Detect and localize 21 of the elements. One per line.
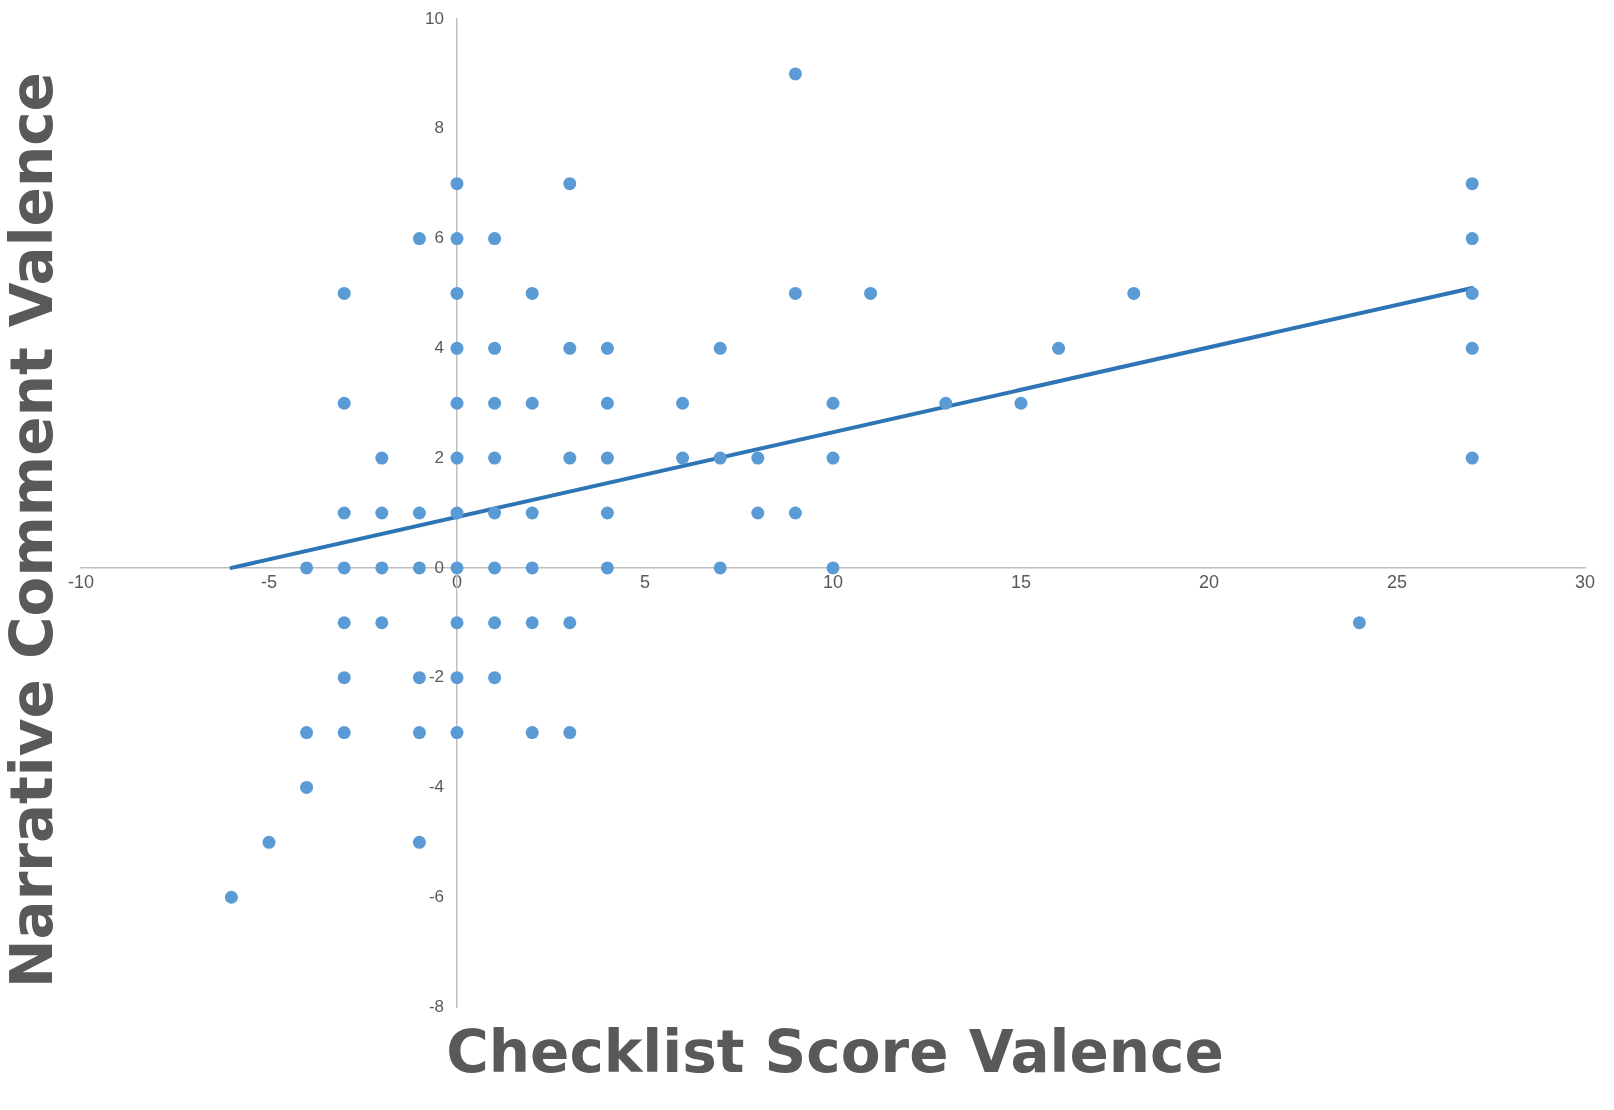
x-tick-label: -5 [260, 571, 278, 592]
y-tick-label: 0 [434, 557, 444, 577]
x-tick-label: 30 [1574, 571, 1596, 592]
y-tick-label: 8 [434, 118, 444, 138]
x-axis-title: Checklist Score Valence [445, 1018, 1225, 1086]
y-tick-label: -4 [428, 777, 444, 797]
x-tick-label: 0 [451, 571, 463, 592]
x-tick-label: 25 [1386, 571, 1408, 592]
y-tick-label: 2 [434, 447, 444, 467]
y-tick-label: -2 [428, 667, 444, 687]
x-tick-label: -10 [67, 571, 95, 592]
x-tick-label: 20 [1198, 571, 1220, 592]
x-tick-label: 15 [1010, 571, 1032, 592]
y-tick-label: -6 [428, 886, 444, 906]
x-tick-label: 5 [639, 571, 651, 592]
y-axis-title: Narrative Comment Valence [0, 72, 66, 988]
y-tick-label: 10 [425, 8, 444, 28]
y-tick-label: 6 [434, 228, 444, 248]
y-tick-label: 4 [434, 338, 444, 358]
y-tick-label: -8 [428, 996, 444, 1016]
x-tick-label: 10 [822, 571, 844, 592]
